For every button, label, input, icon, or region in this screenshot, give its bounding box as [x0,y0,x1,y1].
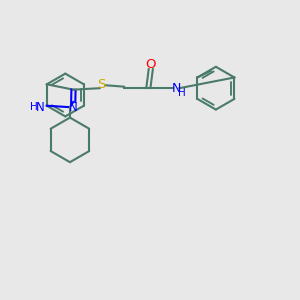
Text: O: O [146,58,156,71]
Text: N: N [172,82,181,95]
Text: H: H [30,102,38,112]
Text: H: H [178,88,186,98]
Text: N: N [36,101,45,114]
Text: N: N [69,101,78,114]
Text: S: S [97,77,105,91]
